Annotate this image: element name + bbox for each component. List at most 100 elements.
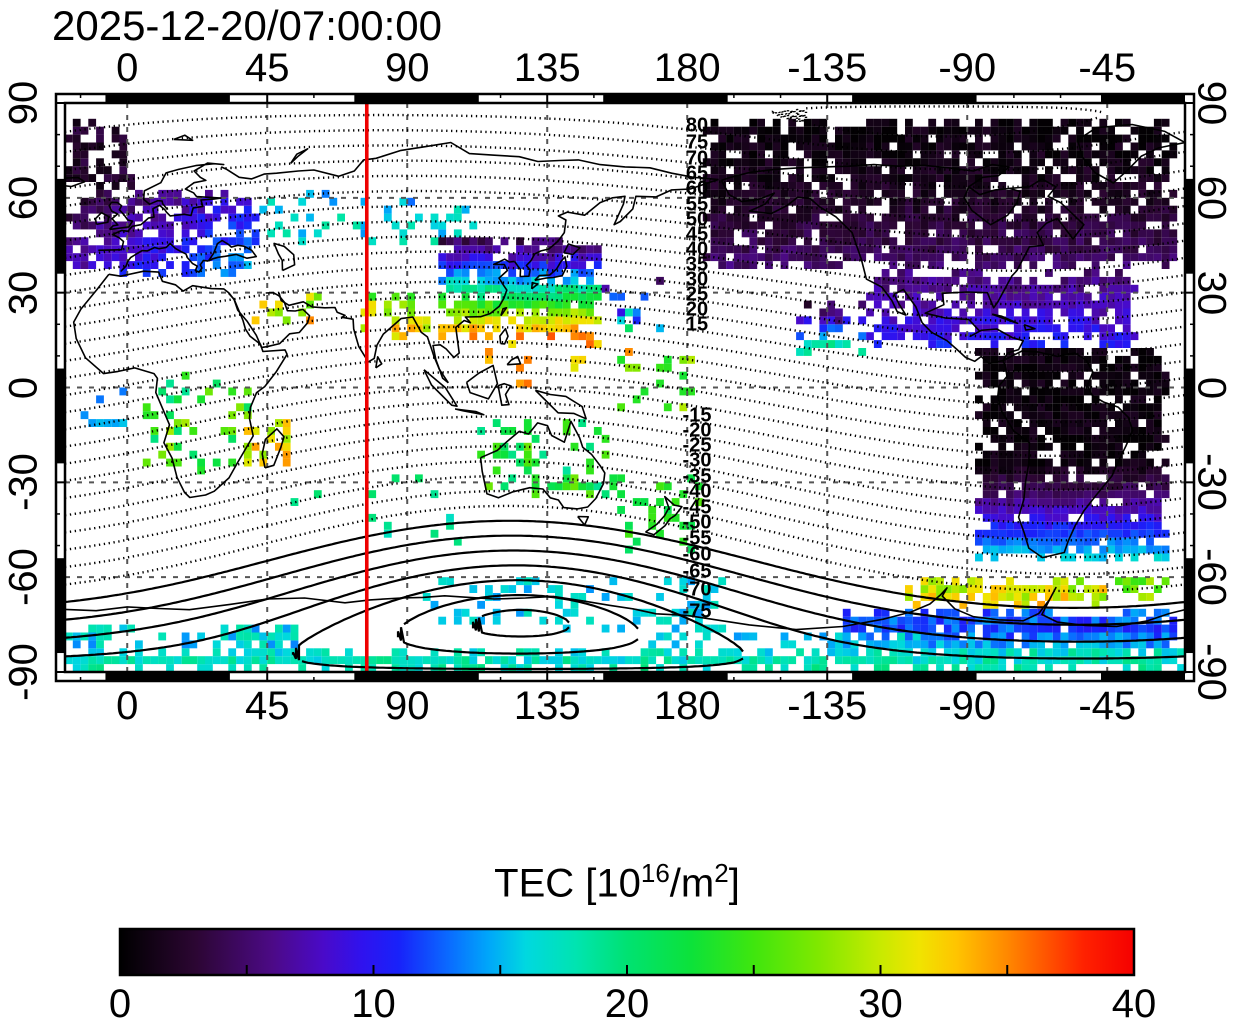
lon-tick-label-bottom: -45 [1078,684,1137,728]
colorbar-title-pre: TEC [10 [494,861,641,906]
coastline [506,355,522,366]
coastline [963,186,1021,226]
lat-tick-label-left: -60 [1,548,46,607]
coastline [108,201,134,231]
coastline [220,141,719,181]
coastline [289,148,309,164]
colorbar-tick-label: 40 [1111,982,1157,1026]
contour-label: -65 [682,560,712,583]
coastline [1076,123,1185,184]
coastline [479,420,606,510]
map-frame [54,92,1196,683]
contour-label: 30 [685,268,709,291]
lat-tick-label-right: 90 [1189,80,1234,126]
colorbar-title-exp2: 2 [714,858,729,888]
coastline [534,256,568,282]
lon-tick-label-bottom: -90 [938,684,997,728]
colorbar [118,927,1136,977]
coastline [173,134,194,142]
contour-label: 40 [685,238,709,261]
coastline [454,408,485,416]
lon-tick-label-bottom: -135 [787,684,868,728]
coastline [1023,323,1036,331]
lon-tick-label-bottom: 45 [244,684,290,728]
coastline-layer [65,123,1185,631]
lon-tick-label-top: -90 [938,46,997,90]
coastline [261,428,285,469]
lon-tick-label-bottom: 180 [653,684,721,728]
contour-label: 20 [685,298,709,321]
coastline [273,242,296,272]
lat-tick-label-left: -90 [1,643,46,701]
coastline [375,356,383,369]
contour-label: -40 [682,480,712,503]
coastline [499,327,509,345]
magnetic-contour-layer [65,105,1185,671]
contour-label: 70 [685,147,709,170]
contour-label: 55 [685,193,709,216]
lat-tick-label-left: 90 [1,80,46,126]
coastline [513,178,719,278]
contour-label: 15 [685,313,709,336]
lon-tick-label-top: 0 [116,46,139,90]
contour-label: -25 [682,434,712,457]
contour-label: 60 [685,177,709,200]
colorbar-tick-label: 10 [351,982,396,1026]
contour-label: -75 [682,600,712,623]
coastline [65,176,86,188]
colorbar-title-mid: /m [669,861,715,906]
coastline [996,350,1134,559]
lon-tick-label-top: 45 [244,46,290,90]
coastline [432,258,515,384]
lon-tick-label-bottom: 90 [384,684,430,728]
contour-label: -20 [682,419,712,442]
coastline [142,162,225,211]
contour-label: 65 [685,162,709,185]
colorbar-tick-label: 20 [604,982,650,1026]
coastline [98,197,222,252]
contour-label: 35 [685,253,709,276]
coastline [465,364,499,400]
contour-label: 80 [685,114,709,137]
lat-tick-label-left: -30 [1,453,46,512]
lat-tick-label-left: 0 [1,376,46,399]
lon-tick-label-top: -135 [787,46,868,90]
contour-label: -55 [682,527,712,550]
lon-tick-label-top: -45 [1078,46,1137,90]
contour-label: -15 [682,404,712,427]
coastline [207,239,258,262]
lat-tick-label-right: 30 [1189,270,1234,315]
contour-label: -30 [682,449,712,472]
contour-label: -50 [682,511,712,534]
coastline [423,369,458,407]
lat-tick-label-right: 60 [1189,175,1234,221]
colorbar-title: TEC [1016/m2] [494,858,740,906]
lat-tick-label-right: -60 [1189,548,1234,607]
lat-tick-label-right: -90 [1189,643,1234,701]
coastline [120,242,209,273]
coastline [530,281,539,290]
coastline [500,307,508,317]
colorbar-tick-label: 0 [108,982,132,1026]
coastline [94,211,110,226]
coastline [720,180,1004,365]
contour-label: 50 [685,208,709,231]
lat-tick-label-right: -30 [1189,453,1234,512]
contour-label: 45 [685,223,709,246]
coastline [72,270,288,499]
coastline [577,515,590,526]
lon-tick-label-bottom: 0 [116,684,139,728]
contour-label: -60 [682,543,712,566]
coastline [563,243,581,256]
lon-tick-label-top: 90 [384,46,430,90]
contour-label: -45 [682,496,712,519]
coastline [534,389,587,420]
lon-tick-label-top: 180 [653,46,721,90]
coastline [65,586,1185,631]
lon-tick-label-bottom: 135 [513,684,581,728]
contour-label: -70 [682,578,712,601]
coastline [497,382,512,406]
lon-tick-label-top: 135 [513,46,581,90]
